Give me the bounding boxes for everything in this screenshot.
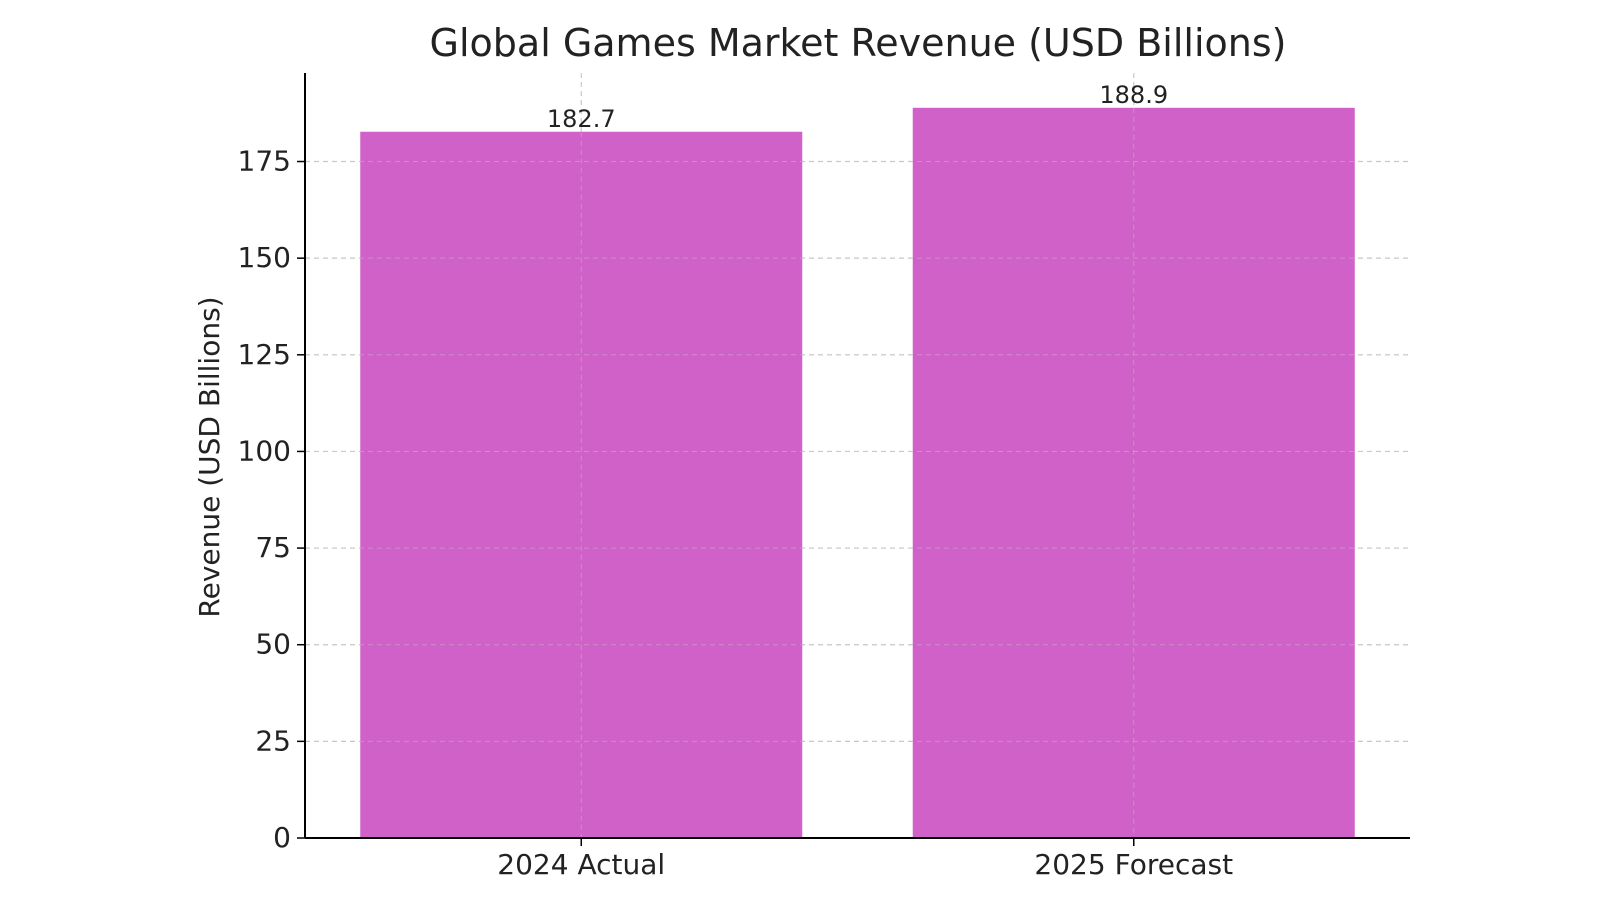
y-tick-label: 50 bbox=[255, 628, 291, 661]
y-tick-label: 100 bbox=[238, 434, 291, 467]
y-tick-label: 25 bbox=[255, 724, 291, 757]
y-tick-label: 75 bbox=[255, 531, 291, 564]
axes bbox=[297, 73, 1410, 846]
x-tick-label: 2025 Forecast bbox=[1034, 848, 1233, 881]
bar-2 bbox=[912, 107, 1355, 839]
y-tick-label: 125 bbox=[238, 338, 291, 371]
y-tick-label: 0 bbox=[273, 821, 291, 854]
bars bbox=[305, 107, 1410, 839]
data-label: 188.9 bbox=[1099, 81, 1168, 109]
y-axis-label: Revenue (USD Billions) bbox=[193, 296, 226, 617]
x-tick-label: 2024 Actual bbox=[497, 848, 665, 881]
y-tick-label: 175 bbox=[238, 145, 291, 178]
y-tick-label: 150 bbox=[238, 241, 291, 274]
bar-1 bbox=[360, 131, 803, 838]
data-label: 182.7 bbox=[547, 105, 616, 133]
tick-and-data-labels: 0 25 50 75 100 125 150 175 2024 Actual 2025 Forec… bbox=[238, 81, 1234, 881]
chart-title: Global Games Market Revenue (USD Billion… bbox=[430, 21, 1287, 65]
